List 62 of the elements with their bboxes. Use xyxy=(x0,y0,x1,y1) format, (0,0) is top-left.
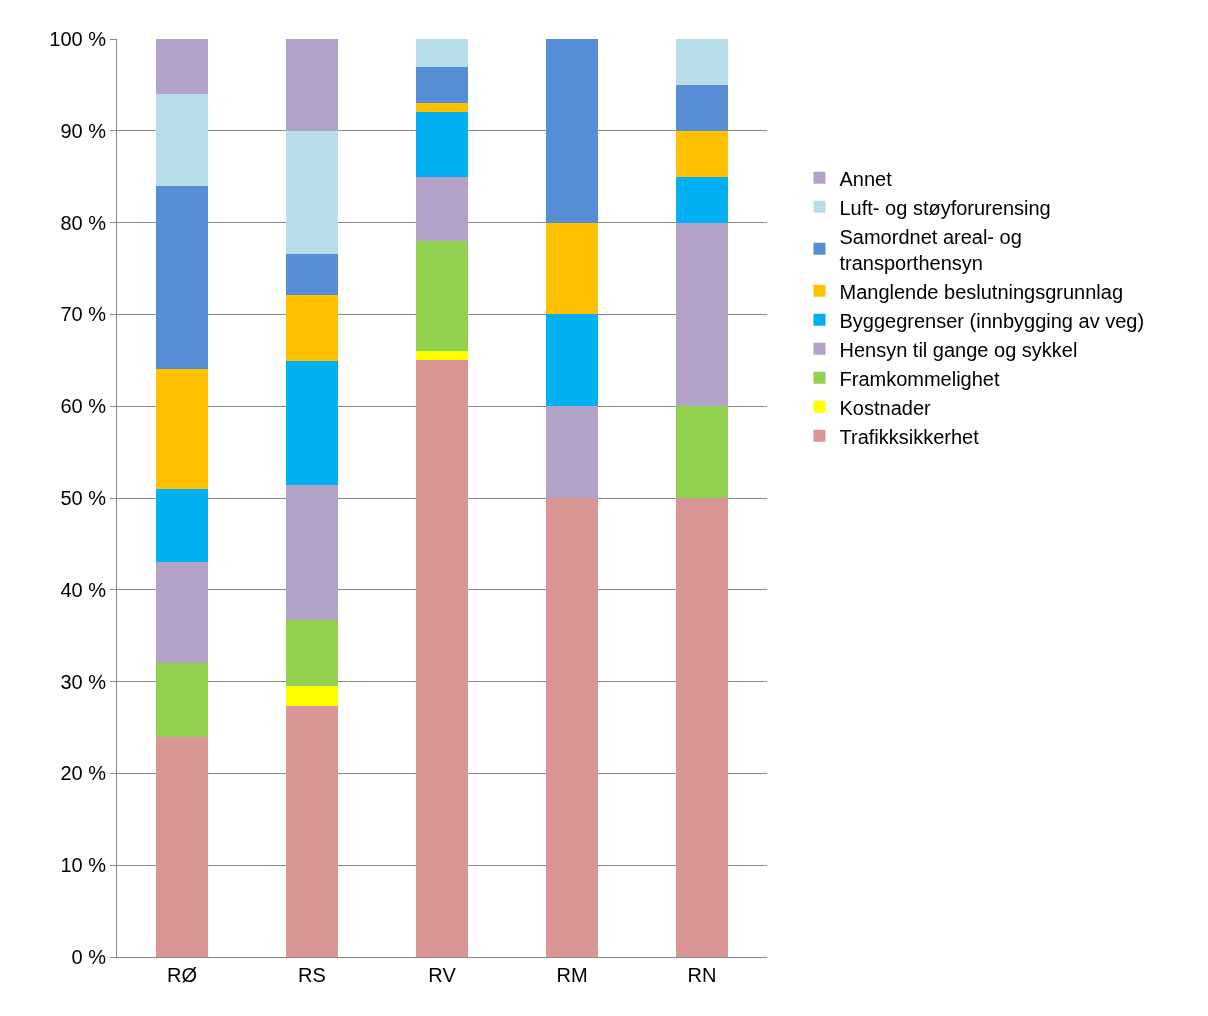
bar xyxy=(156,369,208,489)
bar xyxy=(546,498,598,957)
bar xyxy=(156,488,208,563)
bar xyxy=(156,736,208,957)
legend-label: Framkommelighet xyxy=(839,367,1000,390)
bar xyxy=(416,112,468,177)
bar xyxy=(286,253,338,296)
bar xyxy=(676,406,728,498)
bar xyxy=(286,295,338,362)
bar xyxy=(156,562,208,664)
bar xyxy=(286,706,338,957)
bar xyxy=(416,360,468,957)
y-tick-label: 30 % xyxy=(60,670,107,693)
y-tick-label: 100 % xyxy=(49,28,107,50)
legend-label: Kostnader xyxy=(839,396,932,419)
y-tick-label: 70 % xyxy=(60,303,107,326)
bar xyxy=(416,39,468,67)
bar xyxy=(416,176,468,241)
y-tick-label: 10 % xyxy=(60,854,107,877)
bar xyxy=(416,66,468,104)
y-tick-label: 90 % xyxy=(60,119,107,142)
bar xyxy=(156,185,208,370)
x-tick-label: RN xyxy=(687,964,717,986)
bar xyxy=(676,84,728,131)
x-tick-label: RV xyxy=(428,964,457,986)
x-tick-label: RM xyxy=(556,964,588,986)
bar xyxy=(416,351,468,361)
y-tick-label: 80 % xyxy=(60,211,107,234)
y-tick-label: 50 % xyxy=(60,487,107,509)
bar xyxy=(546,314,598,407)
y-tick-label: 60 % xyxy=(60,395,107,418)
legend-label: Hensyn til gange og sykkel xyxy=(839,338,1078,361)
bar xyxy=(286,361,338,486)
bar xyxy=(286,39,338,131)
x-tick-label: RØ xyxy=(167,964,197,986)
legend-label: Luft- og støyforurensing xyxy=(839,196,1051,219)
bar xyxy=(156,39,208,95)
bar xyxy=(676,222,728,407)
legend-label: Byggegrenser (innbygging av veg) xyxy=(839,309,1145,332)
bar xyxy=(416,240,468,352)
bar xyxy=(286,620,338,687)
bar xyxy=(676,176,728,223)
legend-label: Annet xyxy=(839,167,893,190)
y-tick-label: 0 % xyxy=(71,946,107,968)
bar xyxy=(286,485,338,621)
bar xyxy=(676,39,728,85)
bar xyxy=(546,222,598,315)
x-tick-label: RS xyxy=(298,964,326,986)
bar xyxy=(676,130,728,177)
bar xyxy=(286,686,338,707)
legend-label: Trafikksikkerhet xyxy=(839,425,980,448)
bar xyxy=(156,663,208,737)
legend-label: Samordnet areal- og transporthensyn xyxy=(839,225,1022,274)
y-tick-label: 20 % xyxy=(60,762,107,785)
bar xyxy=(546,406,598,498)
y-tick-label: 40 % xyxy=(60,578,107,601)
bar xyxy=(416,103,468,113)
bar xyxy=(286,130,338,254)
bar xyxy=(156,94,208,186)
legend-label: Manglende beslutningsgrunnlag xyxy=(839,280,1124,303)
bar xyxy=(546,39,598,223)
bar xyxy=(676,498,728,957)
